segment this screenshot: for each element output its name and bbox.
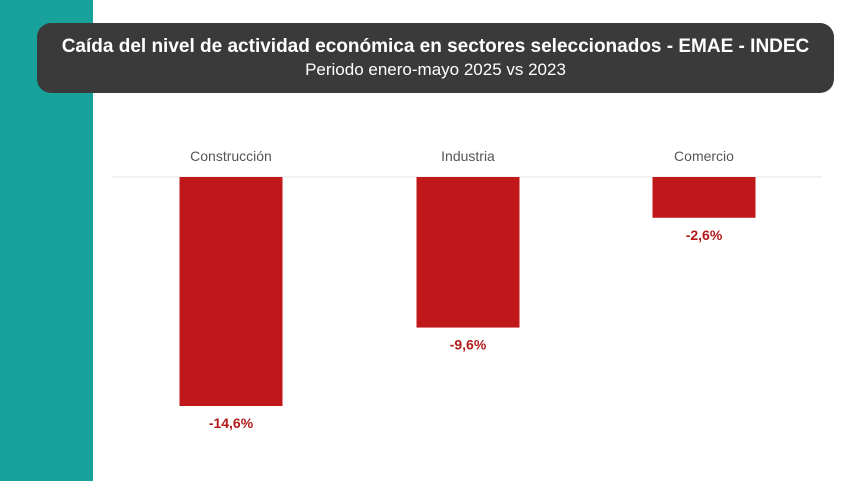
labels-group: Construcción -14,6% Industria -9,6% Comercio… bbox=[190, 148, 734, 431]
category-label-0: Construcción bbox=[190, 148, 272, 164]
bars-group bbox=[179, 177, 756, 406]
category-label-2: Comercio bbox=[674, 148, 734, 164]
category-label-1: Industria bbox=[441, 148, 495, 164]
bar-2 bbox=[652, 177, 756, 218]
value-label-1: -9,6% bbox=[450, 337, 487, 353]
value-label-0: -14,6% bbox=[209, 415, 254, 431]
value-label-2: -2,6% bbox=[686, 227, 723, 243]
bar-1 bbox=[416, 177, 520, 328]
chart-title: Caída del nivel de actividad económica e… bbox=[61, 36, 810, 57]
chart-subtitle: Periodo enero-mayo 2025 vs 2023 bbox=[305, 60, 566, 79]
bar-0 bbox=[179, 177, 283, 406]
title-banner: Caída del nivel de actividad económica e… bbox=[37, 23, 834, 93]
